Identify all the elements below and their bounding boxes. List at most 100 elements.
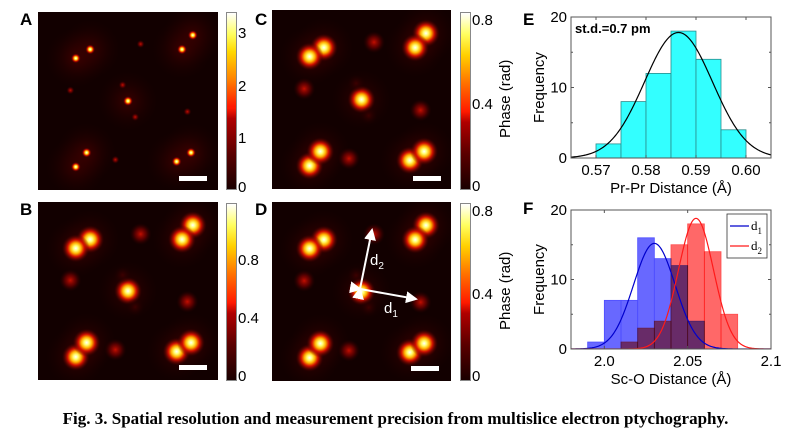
- panel-d-image: d2 d1: [272, 202, 451, 381]
- atom-column: [177, 328, 205, 357]
- atom-column: [131, 113, 140, 122]
- atom-column: [337, 339, 360, 362]
- histogram-bar-d2: [620, 341, 639, 350]
- atom-column: [187, 30, 198, 41]
- arrow-d2: [352, 228, 376, 300]
- x-tick-label: 0.59: [681, 162, 710, 179]
- histogram-bar-d2: [637, 327, 655, 350]
- histogram-bar-d2: [720, 313, 739, 350]
- atom-column: [409, 99, 432, 122]
- figure-caption: Fig. 3. Spatial resolution and measureme…: [62, 409, 729, 428]
- colorbar-b-tick: 0: [238, 368, 247, 385]
- y-tick-label: 10: [550, 272, 567, 289]
- y-axis-label: Frequency: [531, 244, 548, 315]
- atom-image-a: [45, 12, 218, 190]
- atom-column: [123, 96, 133, 106]
- panel-b-label: B: [20, 200, 33, 219]
- atom-column: [72, 328, 101, 357]
- panel-b-image: [38, 202, 218, 380]
- atom-column: [61, 234, 90, 263]
- atom-column: [295, 234, 324, 263]
- y-tick-label: 0: [559, 341, 567, 358]
- colorbar-c-tick: 0.4: [472, 96, 493, 113]
- legend-box: [726, 213, 768, 259]
- atom-column: [410, 329, 439, 358]
- panel-c-label: C: [255, 10, 268, 29]
- atom-column: [401, 225, 430, 254]
- atom-column: [363, 31, 386, 54]
- atom-column: [293, 269, 316, 292]
- panel-c-image: [272, 10, 451, 189]
- colorbar-c-title: Phase (rad): [497, 59, 514, 138]
- histogram-bar-E: [620, 101, 647, 159]
- atom-column: [177, 44, 187, 55]
- atom-column: [59, 269, 82, 292]
- x-axis-label: Pr-Pr Distance (Å): [610, 180, 732, 197]
- atom-column: [70, 161, 81, 172]
- atom-column: [136, 40, 145, 49]
- scale-bar: [179, 176, 207, 181]
- histogram-bar-d2: [653, 320, 672, 350]
- colorbar-d-tick: 0: [472, 368, 481, 385]
- atom-column: [306, 137, 335, 166]
- atom-column: [81, 147, 92, 158]
- colorbar-d: [460, 203, 471, 381]
- atom-column: [168, 225, 196, 254]
- y-tick-label: 20: [550, 9, 567, 26]
- panel-a-image: [38, 12, 218, 190]
- atom-column: [293, 77, 316, 100]
- atom-column: [183, 107, 192, 116]
- atom-column: [66, 86, 75, 95]
- x-tick-label: 2.05: [673, 353, 702, 370]
- atom-column: [104, 338, 127, 361]
- colorbar-d-tick: 0.4: [472, 286, 493, 303]
- atom-image-b: [45, 202, 218, 380]
- atom-column: [347, 74, 366, 93]
- panel-f-label: F: [523, 199, 534, 218]
- atom-column: [70, 53, 81, 64]
- atom-column: [129, 223, 152, 246]
- atom-column: [118, 80, 127, 89]
- distance-arrows: [349, 228, 418, 304]
- colorbar-c-tick: 0: [472, 178, 481, 195]
- atom-column: [306, 329, 335, 358]
- atom-image-c: [279, 10, 451, 189]
- colorbar-b: [226, 203, 237, 381]
- panel-d-label: D: [255, 200, 268, 219]
- label-d1: d1: [384, 300, 398, 320]
- colorbar-b-tick: 0.8: [238, 252, 259, 269]
- y-tick-label: 20: [550, 202, 567, 219]
- colorbar-a-tick: 1: [238, 130, 247, 147]
- x-tick-label: 2.0: [594, 353, 615, 370]
- scale-bar: [411, 366, 439, 371]
- label-d2: d2: [370, 252, 384, 272]
- histogram-bar-d2: [687, 223, 705, 350]
- atom-column: [347, 85, 376, 114]
- atom-column: [111, 155, 120, 164]
- x-tick-label: 0.57: [581, 162, 610, 179]
- histogram-bar-E: [670, 30, 697, 159]
- x-tick-label: 2.1: [761, 353, 782, 370]
- colorbar-c: [460, 12, 471, 190]
- x-tick-label: 0.58: [631, 162, 660, 179]
- histogram-e: 0.57 0.58 0.59 0.60 0 10 20 Pr-Pr Distance (Å) F…: [531, 9, 772, 197]
- histogram-f: 2.0 2.05 2.1 0 10 20 Sc-O Distance (Å) Frequenc…: [531, 202, 782, 388]
- scale-bar: [179, 365, 207, 370]
- atom-column: [85, 44, 96, 55]
- y-axis-label: Frequency: [531, 52, 548, 123]
- atom-column: [337, 147, 360, 170]
- atom-image-d: [279, 202, 451, 381]
- atom-column: [186, 147, 196, 158]
- atom-column: [126, 298, 145, 317]
- histogram-bar-E: [695, 58, 722, 159]
- arrow-d1: [349, 281, 418, 304]
- atom-column: [114, 277, 142, 305]
- atom-column: [359, 106, 378, 125]
- colorbar-d-tick: 0.8: [472, 203, 493, 220]
- legend-label: d1: [751, 218, 762, 236]
- colorbar-a-tick: 2: [238, 78, 247, 95]
- colorbar-b-tick: 0.4: [238, 310, 259, 327]
- gaussian-fit-E: [571, 31, 771, 158]
- colorbar-a-tick: 3: [238, 25, 247, 42]
